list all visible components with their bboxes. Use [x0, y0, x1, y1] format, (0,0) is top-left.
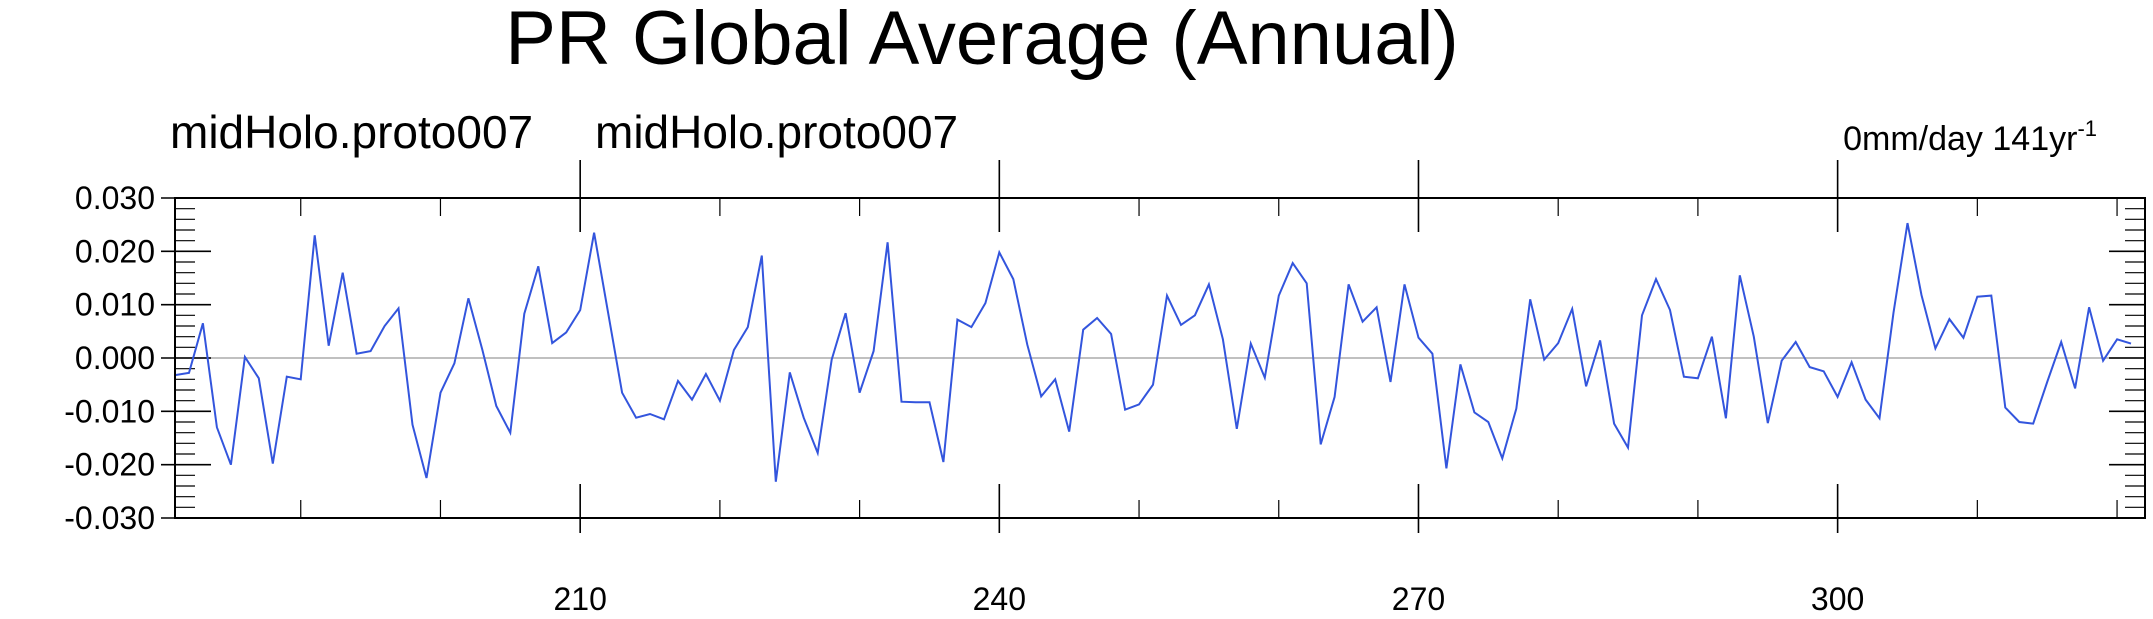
x-tick-labels: 210 240 270 300: [553, 581, 1864, 617]
x-ticks: [300, 160, 2118, 533]
y-tick-labels: -0.030 -0.020 -0.010 0.000 0.010 0.020 0.030: [64, 180, 155, 536]
plot-frame: [174, 197, 2146, 519]
chart-title: PR Global Average (Annual): [505, 0, 1458, 81]
center-subtitle: midHolo.proto007: [595, 106, 958, 158]
left-subtitle: midHolo.proto007: [170, 106, 533, 158]
x-tick-label: 210: [553, 581, 606, 617]
y-tick-label: 0.020: [75, 233, 155, 269]
y-tick-label: -0.030: [64, 500, 155, 536]
right-label-superscript: -1: [2077, 116, 2097, 141]
x-tick-label: 300: [1811, 581, 1864, 617]
series-line: [174, 222, 2132, 482]
y-tick-label: -0.010: [64, 393, 155, 429]
y-tick-label: 0.000: [75, 340, 155, 376]
y-minor-ticks: [175, 208, 2145, 508]
x-tick-label: 240: [973, 581, 1026, 617]
y-tick-label: 0.030: [75, 180, 155, 216]
y-tick-label: 0.010: [75, 287, 155, 323]
y-tick-label: -0.020: [64, 447, 155, 483]
x-tick-label: 270: [1392, 581, 1445, 617]
right-label: 0mm/day 141yr-1: [1843, 116, 2097, 158]
